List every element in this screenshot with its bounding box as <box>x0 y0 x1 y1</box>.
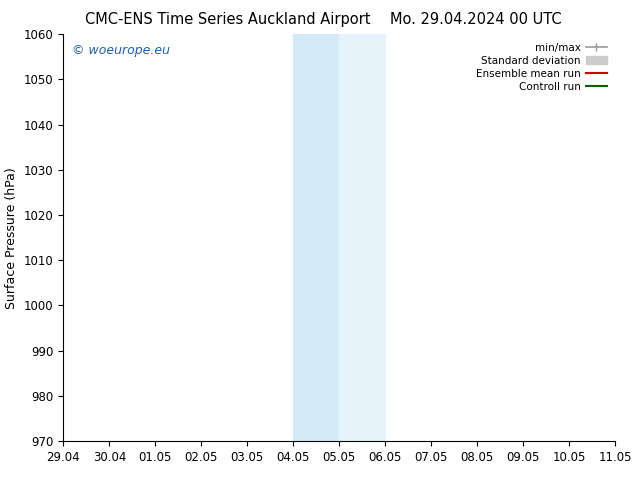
Y-axis label: Surface Pressure (hPa): Surface Pressure (hPa) <box>5 167 18 309</box>
Bar <box>339 34 385 441</box>
Text: Mo. 29.04.2024 00 UTC: Mo. 29.04.2024 00 UTC <box>390 12 561 27</box>
Legend: min/max, Standard deviation, Ensemble mean run, Controll run: min/max, Standard deviation, Ensemble me… <box>473 40 610 95</box>
Text: CMC-ENS Time Series Auckland Airport: CMC-ENS Time Series Auckland Airport <box>86 12 371 27</box>
Bar <box>293 34 339 441</box>
Text: © woeurope.eu: © woeurope.eu <box>72 45 170 57</box>
